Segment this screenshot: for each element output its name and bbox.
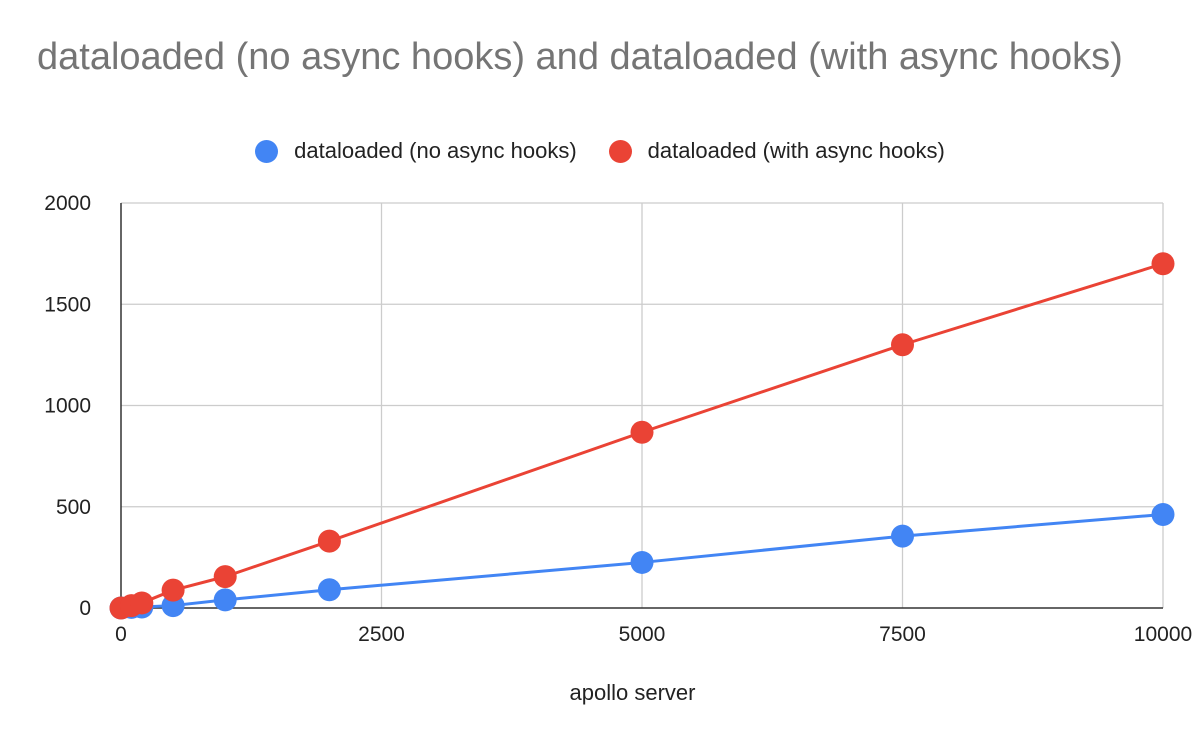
y-tick-label: 1000 xyxy=(44,395,91,418)
y-tick-label: 0 xyxy=(79,597,91,620)
legend-swatch-with-async-hooks xyxy=(608,139,632,163)
series-1-point xyxy=(891,333,914,357)
legend: dataloaded (no async hooks) dataloaded (… xyxy=(0,138,1200,164)
x-tick-label: 5000 xyxy=(619,623,666,646)
x-axis-title: apollo server xyxy=(569,680,696,705)
y-tick-label: 500 xyxy=(56,496,91,519)
legend-item-no-async-hooks[interactable]: dataloaded (no async hooks) xyxy=(255,138,577,164)
series-1-point xyxy=(1151,252,1175,276)
y-tick-label: 2000 xyxy=(44,192,91,215)
series-1-point xyxy=(317,529,341,553)
series-1-point xyxy=(161,578,185,602)
series-0-point xyxy=(317,578,341,602)
legend-item-with-async-hooks[interactable]: dataloaded (with async hooks) xyxy=(608,138,945,164)
y-tick-label: 1500 xyxy=(44,293,91,316)
x-tick-label: 2500 xyxy=(358,623,405,646)
chart-title: dataloaded (no async hooks) and dataload… xyxy=(37,36,1123,78)
series-1-point xyxy=(213,565,237,589)
legend-swatch-no-async-hooks xyxy=(255,139,279,163)
series-0-point xyxy=(1151,502,1175,526)
series-0-point xyxy=(891,524,914,548)
series-1-point xyxy=(630,420,654,444)
series-1-point xyxy=(130,591,154,615)
series-0-point xyxy=(213,588,237,612)
series-0-point xyxy=(630,550,654,574)
legend-label-with-async-hooks: dataloaded (with async hooks) xyxy=(647,138,945,163)
x-tick-label: 7500 xyxy=(879,623,926,646)
x-tick-label: 0 xyxy=(115,623,127,646)
x-tick-label: 10000 xyxy=(1134,623,1192,646)
legend-label-no-async-hooks: dataloaded (no async hooks) xyxy=(294,138,577,163)
